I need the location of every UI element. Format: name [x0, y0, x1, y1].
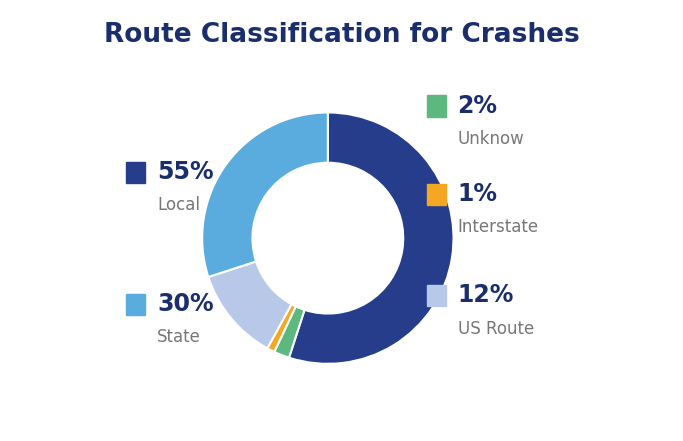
Text: 55%: 55%	[157, 160, 214, 184]
Wedge shape	[267, 304, 296, 352]
Text: 2%: 2%	[458, 94, 498, 118]
Wedge shape	[208, 262, 292, 348]
Text: Local: Local	[157, 196, 200, 214]
Text: US Route: US Route	[458, 320, 534, 337]
Text: 1%: 1%	[458, 182, 498, 206]
Text: Route Classification for Crashes: Route Classification for Crashes	[104, 22, 579, 48]
Text: 12%: 12%	[458, 284, 514, 307]
Wedge shape	[275, 306, 305, 358]
Text: State: State	[157, 329, 201, 346]
Text: Interstate: Interstate	[458, 218, 539, 236]
Wedge shape	[289, 112, 454, 364]
Text: 30%: 30%	[157, 292, 214, 316]
Wedge shape	[202, 112, 328, 277]
Text: Unknow: Unknow	[458, 130, 525, 148]
